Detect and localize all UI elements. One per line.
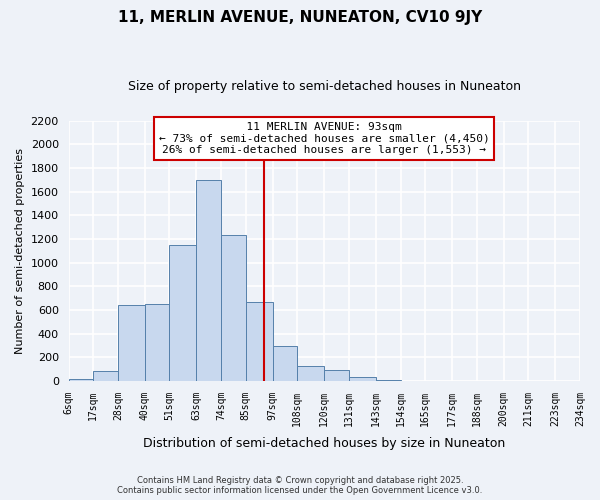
- Bar: [376, 380, 401, 381]
- Bar: [298, 366, 324, 381]
- Bar: [272, 346, 298, 381]
- Text: 11, MERLIN AVENUE, NUNEATON, CV10 9JY: 11, MERLIN AVENUE, NUNEATON, CV10 9JY: [118, 10, 482, 25]
- Bar: [68, 378, 93, 381]
- Bar: [349, 378, 376, 381]
- Bar: [221, 236, 246, 381]
- Text: Contains HM Land Registry data © Crown copyright and database right 2025.
Contai: Contains HM Land Registry data © Crown c…: [118, 476, 482, 495]
- Title: Size of property relative to semi-detached houses in Nuneaton: Size of property relative to semi-detach…: [128, 80, 521, 93]
- Bar: [145, 304, 169, 381]
- X-axis label: Distribution of semi-detached houses by size in Nuneaton: Distribution of semi-detached houses by …: [143, 437, 505, 450]
- Bar: [196, 180, 221, 381]
- Bar: [118, 305, 145, 381]
- Bar: [93, 372, 118, 381]
- Y-axis label: Number of semi-detached properties: Number of semi-detached properties: [15, 148, 25, 354]
- Text: 11 MERLIN AVENUE: 93sqm  
← 73% of semi-detached houses are smaller (4,450)
26% : 11 MERLIN AVENUE: 93sqm ← 73% of semi-de…: [159, 122, 490, 155]
- Bar: [169, 245, 196, 381]
- Bar: [324, 370, 349, 381]
- Bar: [246, 302, 272, 381]
